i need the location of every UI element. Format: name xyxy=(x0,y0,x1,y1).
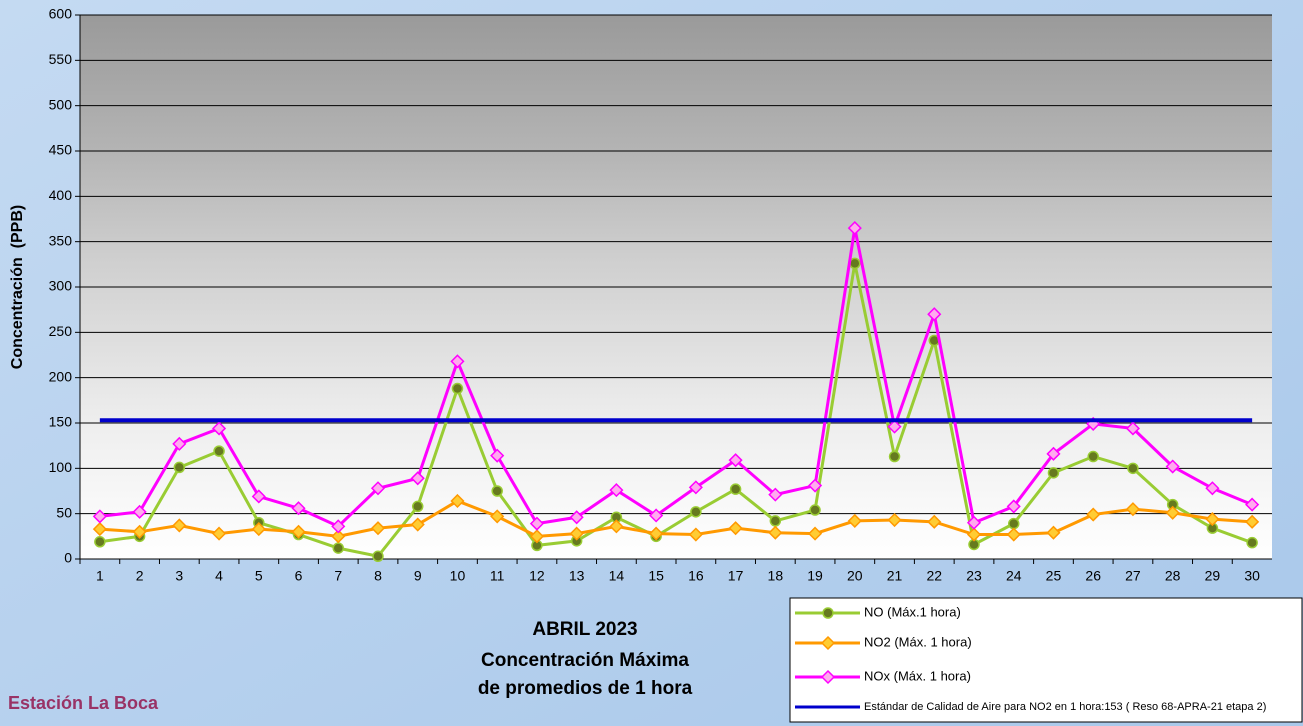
x-tick-label: 28 xyxy=(1165,568,1181,584)
x-tick-label: 5 xyxy=(255,568,263,584)
legend-label: NO2 (Máx. 1 hora) xyxy=(864,634,972,649)
point xyxy=(492,486,502,496)
station-label: Estación La Boca xyxy=(8,693,159,713)
x-tick-label: 14 xyxy=(609,568,625,584)
x-tick-label: 24 xyxy=(1006,568,1022,584)
x-tick-label: 27 xyxy=(1125,568,1141,584)
y-tick-label: 200 xyxy=(49,368,73,384)
y-tick-label: 550 xyxy=(49,51,73,67)
y-tick-label: 250 xyxy=(49,323,73,339)
x-tick-label: 16 xyxy=(688,568,704,584)
point xyxy=(1009,519,1019,529)
point xyxy=(413,501,423,511)
x-tick-label: 17 xyxy=(728,568,744,584)
x-tick-label: 13 xyxy=(569,568,585,584)
x-tick-label: 30 xyxy=(1244,568,1260,584)
point xyxy=(1048,468,1058,478)
y-tick-label: 150 xyxy=(49,414,73,430)
y-tick-label: 350 xyxy=(49,232,73,248)
y-tick-label: 50 xyxy=(56,504,72,520)
point xyxy=(333,543,343,553)
x-tick-label: 12 xyxy=(529,568,545,584)
x-tick-label: 7 xyxy=(334,568,342,584)
y-axis-label: Concentración (PPB) xyxy=(9,205,26,369)
point xyxy=(1128,463,1138,473)
x-tick-label: 19 xyxy=(807,568,823,584)
x-tick-label: 3 xyxy=(175,568,183,584)
y-tick-label: 450 xyxy=(49,142,73,158)
x-tick-label: 23 xyxy=(966,568,982,584)
y-tick-label: 400 xyxy=(49,187,73,203)
x-tick-label: 21 xyxy=(887,568,903,584)
point xyxy=(691,507,701,517)
x-tick-label: 6 xyxy=(295,568,303,584)
point xyxy=(731,484,741,494)
x-tick-label: 29 xyxy=(1205,568,1221,584)
x-tick-label: 10 xyxy=(450,568,466,584)
point xyxy=(95,537,105,547)
x-tick-label: 18 xyxy=(768,568,784,584)
legend-label: NOx (Máx. 1 hora) xyxy=(864,668,971,683)
y-tick-label: 300 xyxy=(49,278,73,294)
x-tick-label: 1 xyxy=(96,568,104,584)
point xyxy=(174,462,184,472)
point xyxy=(214,446,224,456)
point xyxy=(1247,538,1257,548)
x-tick-label: 9 xyxy=(414,568,422,584)
chart-subtitle: Concentración Máxima xyxy=(481,650,689,671)
legend-marker xyxy=(823,608,833,618)
point xyxy=(452,384,462,394)
y-tick-label: 600 xyxy=(49,6,73,22)
chart-subtitle: de promedios de 1 hora xyxy=(478,678,693,699)
point xyxy=(770,516,780,526)
x-tick-label: 20 xyxy=(847,568,863,584)
x-tick-label: 2 xyxy=(136,568,144,584)
x-tick-label: 4 xyxy=(215,568,223,584)
y-tick-label: 0 xyxy=(64,550,72,566)
point xyxy=(890,452,900,462)
x-tick-label: 25 xyxy=(1046,568,1062,584)
legend-label: NO (Máx.1 hora) xyxy=(864,604,961,619)
chart: Concentración (PPB) ABRIL 2023 Concentra… xyxy=(0,0,1303,726)
x-tick-label: 15 xyxy=(648,568,664,584)
chart-title: ABRIL 2023 xyxy=(532,619,637,640)
x-tick-label: 26 xyxy=(1085,568,1101,584)
point xyxy=(1088,452,1098,462)
x-tick-label: 8 xyxy=(374,568,382,584)
x-tick-label: 22 xyxy=(926,568,942,584)
legend-label: Estándar de Calidad de Aire para NO2 en … xyxy=(864,701,1266,713)
y-tick-label: 100 xyxy=(49,459,73,475)
x-tick-label: 11 xyxy=(490,568,505,584)
y-tick-label: 500 xyxy=(49,96,73,112)
point xyxy=(373,551,383,561)
point xyxy=(810,505,820,515)
